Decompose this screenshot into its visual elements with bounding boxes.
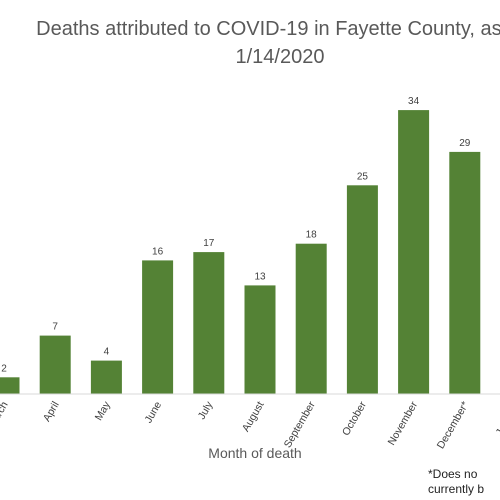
x-tick-label-2: May [93, 399, 114, 423]
x-tick-labels: March April May June July August September Octo… [0, 399, 500, 451]
x-tick-label-10: January [494, 399, 500, 438]
data-label-8: 34 [408, 96, 420, 107]
data-label-2: 4 [104, 347, 110, 358]
x-tick-label-8: November [386, 399, 421, 447]
data-label-6: 18 [306, 230, 318, 241]
x-tick-label-4: July [196, 399, 216, 422]
data-label-3: 16 [152, 246, 164, 257]
footnote-line2: currently b [428, 482, 485, 496]
data-label-5: 13 [254, 271, 266, 282]
bar-0 [0, 377, 20, 394]
x-tick-label-7: October [340, 399, 369, 438]
x-axis-label: Month of death [208, 445, 302, 461]
data-label-1: 7 [52, 322, 58, 333]
bar-9 [449, 151, 481, 394]
x-tick-label-5: August [240, 399, 267, 433]
bar-1 [39, 335, 71, 394]
bar-7 [346, 185, 378, 395]
data-label-9: 29 [459, 138, 471, 149]
bar-4 [193, 252, 225, 394]
bar-3 [142, 260, 174, 394]
x-tick-label-3: June [142, 399, 164, 425]
bars-group: 2 7 4 16 17 13 18 25 34 29 [0, 96, 481, 395]
x-tick-label-6: September [282, 399, 318, 450]
chart-title-line1: Deaths attributed to COVID-19 in Fayette… [36, 18, 500, 40]
data-label-0: 2 [1, 363, 7, 374]
bar-5 [244, 285, 276, 394]
chart-title-line2: 1/14/2020 [235, 46, 325, 68]
x-tick-label-1: April [41, 400, 62, 424]
data-label-7: 25 [357, 171, 369, 182]
data-label-4: 17 [203, 238, 215, 249]
bar-8 [398, 110, 430, 394]
bar-2 [90, 360, 122, 394]
bar-6 [295, 243, 327, 394]
x-tick-label-9: December* [435, 400, 472, 451]
footnote-line1: *Does no [428, 467, 478, 481]
x-tick-label-0: March [0, 399, 11, 430]
